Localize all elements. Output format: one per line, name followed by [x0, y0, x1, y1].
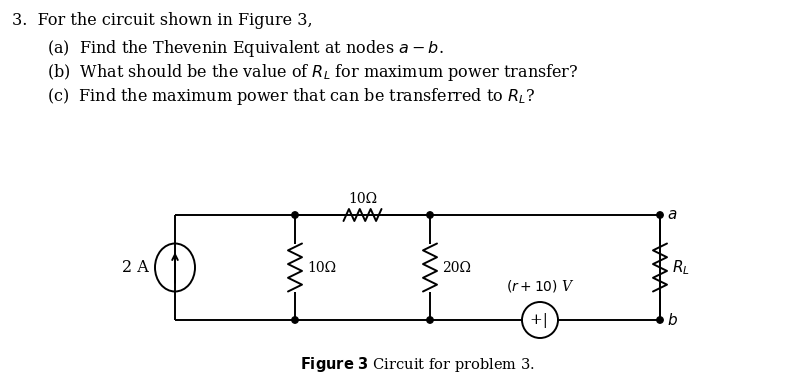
- Text: $R_L$: $R_L$: [672, 258, 690, 277]
- Circle shape: [427, 317, 433, 323]
- Circle shape: [656, 317, 663, 323]
- Text: $a$: $a$: [667, 208, 677, 222]
- Text: 2 A: 2 A: [122, 259, 149, 276]
- Text: (c)  Find the maximum power that can be transferred to $R_L$?: (c) Find the maximum power that can be t…: [47, 86, 535, 107]
- Text: (a)  Find the Thevenin Equivalent at nodes $a-b$.: (a) Find the Thevenin Equivalent at node…: [47, 38, 444, 59]
- Circle shape: [656, 212, 663, 218]
- Text: $b$: $b$: [667, 312, 678, 328]
- Text: 10Ω: 10Ω: [348, 192, 377, 206]
- Text: +: +: [529, 313, 543, 327]
- Text: 10Ω: 10Ω: [307, 261, 336, 275]
- Text: |: |: [543, 312, 547, 328]
- Text: 3.  For the circuit shown in Figure 3,: 3. For the circuit shown in Figure 3,: [12, 12, 313, 29]
- Text: $(r + 10)$ V: $(r + 10)$ V: [506, 278, 574, 294]
- Text: (b)  What should be the value of $R_L$ for maximum power transfer?: (b) What should be the value of $R_L$ fo…: [47, 62, 578, 83]
- Circle shape: [427, 212, 433, 218]
- Circle shape: [292, 212, 298, 218]
- Text: 20Ω: 20Ω: [442, 261, 471, 275]
- Circle shape: [292, 317, 298, 323]
- Text: $\mathbf{Figure\ 3}$ Circuit for problem 3.: $\mathbf{Figure\ 3}$ Circuit for problem…: [300, 356, 535, 374]
